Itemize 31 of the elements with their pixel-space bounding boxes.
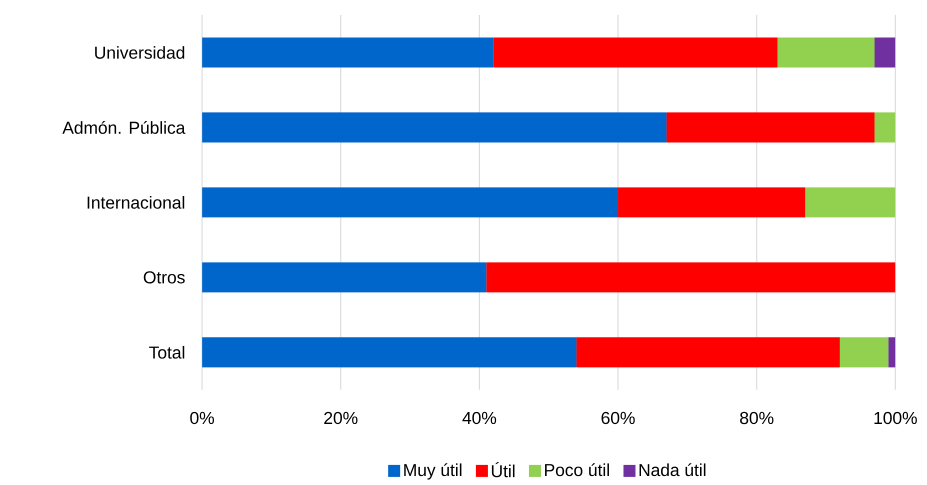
bar [576, 337, 840, 368]
legend-label: Muy útil [404, 463, 462, 480]
bar [486, 262, 896, 292]
legend-label: Poco útil [545, 463, 609, 476]
legend-label: Útil [492, 462, 514, 478]
bar [202, 262, 486, 292]
x-tick-label: 40% [462, 412, 496, 424]
legend-label: Nada útil [640, 463, 706, 476]
bar [874, 112, 896, 142]
y-tick-label: Admón. Pública [62, 120, 186, 134]
bar [618, 187, 806, 218]
bar [202, 187, 618, 218]
bar [493, 37, 778, 68]
y-tick-label: Universidad [95, 46, 184, 59]
x-tick-label: 20% [324, 412, 358, 424]
y-tick-label: Total [149, 346, 184, 359]
bar [805, 187, 896, 218]
x-tick-label: 0% [190, 412, 214, 424]
bar [840, 337, 888, 368]
bar [202, 37, 494, 68]
y-tick-label: Internacional [88, 196, 184, 209]
x-tick-label: 80% [740, 412, 774, 424]
bar [888, 337, 896, 368]
bar [202, 337, 576, 368]
bar [666, 112, 875, 142]
x-tick-label: 100% [874, 412, 917, 424]
bar [777, 37, 875, 68]
x-tick-label: 60% [602, 412, 635, 424]
y-tick-label: Otros [144, 271, 185, 284]
bar [874, 37, 896, 68]
bar [202, 112, 667, 142]
